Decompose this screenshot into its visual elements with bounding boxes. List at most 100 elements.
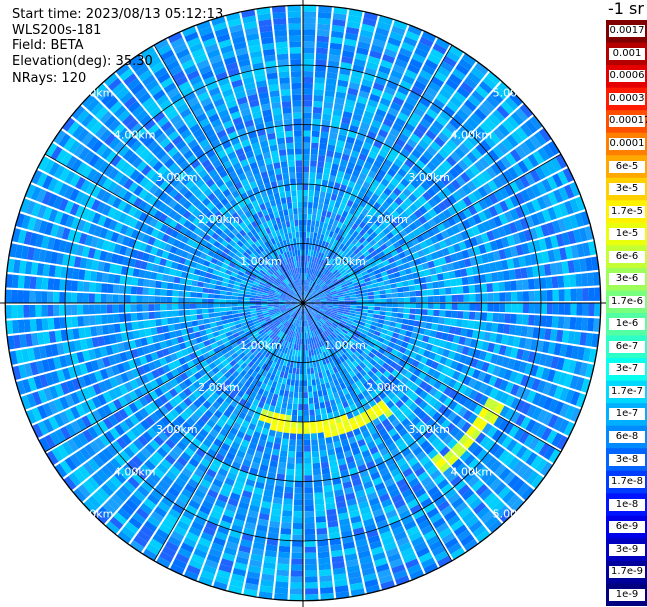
- range-cell: [512, 359, 522, 372]
- range-cell: [350, 305, 357, 309]
- range-cell: [420, 356, 429, 365]
- range-cell: [519, 217, 529, 230]
- range-cell: [486, 71, 501, 85]
- range-cell: [404, 173, 414, 183]
- range-cell: [492, 365, 502, 377]
- range-cell: [375, 378, 383, 387]
- range-cell: [404, 122, 416, 133]
- range-cell: [525, 201, 536, 214]
- range-cell: [249, 303, 256, 306]
- range-cell: [461, 488, 475, 501]
- range-cell: [305, 594, 319, 601]
- range-cell: [313, 367, 318, 374]
- range-cell: [297, 356, 301, 363]
- range-cell: [316, 314, 322, 319]
- range-cell: [416, 450, 427, 461]
- range-cell: [356, 158, 365, 167]
- range-cell: [419, 277, 427, 284]
- range-cell: [303, 178, 309, 185]
- range-cell: [564, 405, 576, 420]
- range-cell: [372, 417, 381, 427]
- range-cell: [488, 205, 499, 217]
- range-cell: [370, 338, 378, 345]
- range-cell: [249, 295, 256, 299]
- range-cell: [293, 511, 303, 518]
- range-cell: [374, 227, 383, 235]
- range-cell: [283, 390, 290, 398]
- range-cell: [376, 70, 389, 81]
- range-cell: [280, 407, 287, 415]
- range-cell: [304, 285, 306, 292]
- range-cell: [509, 181, 520, 194]
- range-cell: [469, 497, 483, 510]
- range-cell: [423, 502, 436, 514]
- range-cell: [542, 396, 553, 411]
- range-cell: [576, 303, 583, 316]
- range-cell: [317, 545, 330, 553]
- range-cell: [347, 180, 356, 189]
- range-cell: [304, 469, 313, 476]
- range-cell: [324, 344, 330, 351]
- range-cell: [261, 303, 268, 306]
- range-cell: [303, 255, 306, 262]
- range-cell: [315, 178, 322, 186]
- range-cell: [303, 249, 306, 256]
- range-cell: [344, 247, 351, 255]
- range-cell: [213, 307, 221, 313]
- range-cell: [400, 376, 409, 385]
- range-cell: [303, 231, 307, 238]
- range-cell: [307, 379, 312, 387]
- range-cell: [350, 245, 358, 253]
- range-cell: [461, 276, 469, 286]
- range-cell: [343, 172, 352, 181]
- range-cell: [469, 520, 483, 533]
- range-cell: [296, 433, 303, 440]
- range-cell: [319, 221, 324, 229]
- range-cell: [329, 42, 343, 51]
- range-cell: [311, 450, 320, 458]
- range-cell: [488, 192, 499, 205]
- range-cell: [303, 291, 306, 298]
- range-cell: [398, 442, 408, 452]
- range-cell: [342, 50, 355, 59]
- range-cell: [290, 582, 303, 589]
- range-cell: [367, 378, 375, 386]
- range-cell: [473, 404, 484, 416]
- range-cell: [368, 351, 376, 359]
- range-cell: [469, 164, 481, 176]
- range-cell: [348, 207, 356, 216]
- range-cell: [469, 303, 476, 311]
- range-cell: [427, 218, 437, 228]
- range-cell: [414, 353, 423, 362]
- range-cell: [303, 70, 314, 78]
- range-cell: [307, 219, 312, 227]
- range-cell: [502, 224, 512, 236]
- range-cell: [312, 112, 322, 120]
- range-cell: [393, 452, 404, 463]
- range-cell: [339, 362, 346, 370]
- range-cell: [283, 372, 289, 379]
- range-cell: [328, 393, 335, 401]
- range-cell: [344, 142, 354, 150]
- range-cell: [332, 157, 341, 165]
- range-cell: [329, 48, 342, 56]
- range-cell: [412, 345, 420, 353]
- range-cell: [305, 350, 309, 357]
- range-cell: [334, 263, 341, 270]
- range-cell: [340, 347, 347, 354]
- range-cell: [535, 366, 545, 379]
- range-cell: [457, 484, 471, 497]
- range-cell: [296, 445, 303, 452]
- range-cell: [454, 130, 466, 142]
- range-cell: [332, 330, 339, 337]
- range-cell: [112, 284, 120, 294]
- range-cell: [279, 455, 287, 463]
- range-cell: [504, 346, 513, 357]
- range-cell: [324, 431, 332, 438]
- range-cell: [356, 303, 363, 306]
- range-cell: [469, 293, 476, 302]
- range-cell: [319, 575, 333, 583]
- range-cell: [476, 449, 488, 461]
- range-cell: [323, 269, 329, 276]
- range-cell: [304, 510, 315, 518]
